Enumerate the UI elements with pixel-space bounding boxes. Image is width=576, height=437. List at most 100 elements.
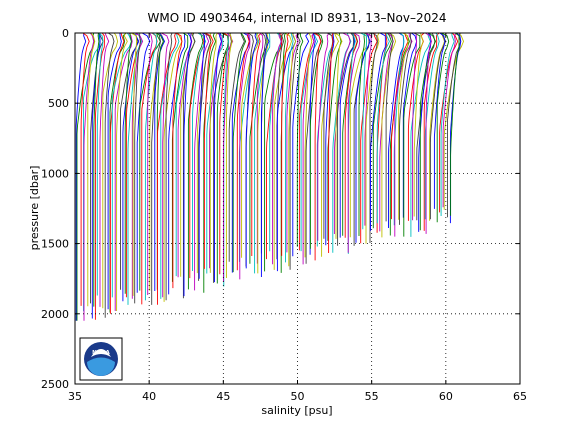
profile-line bbox=[269, 33, 282, 252]
profile-line bbox=[156, 33, 164, 290]
profile-line bbox=[332, 33, 352, 253]
profile-line bbox=[347, 33, 361, 253]
profile-line bbox=[328, 33, 334, 253]
profile-line bbox=[260, 33, 270, 277]
profile-line bbox=[364, 33, 372, 226]
profile-line bbox=[223, 33, 234, 282]
profile-line bbox=[214, 33, 222, 283]
profile-line bbox=[183, 33, 192, 297]
logo-bird bbox=[91, 349, 111, 357]
profile-line bbox=[114, 33, 133, 311]
profile-line bbox=[168, 33, 186, 295]
profile-line bbox=[372, 33, 392, 229]
profile-line bbox=[334, 33, 343, 239]
profile-line bbox=[376, 33, 390, 224]
profile-line bbox=[157, 33, 177, 305]
profile-line bbox=[75, 33, 87, 321]
axes: 35 40 45 50 55 60 65 0 500 1000 1500 2000 2500 bbox=[41, 27, 527, 403]
profile-line bbox=[251, 33, 262, 256]
profile-line bbox=[425, 33, 432, 234]
y-tick-label: 1500 bbox=[41, 238, 69, 251]
profile-line bbox=[391, 33, 409, 220]
profile-line bbox=[93, 33, 100, 307]
profile-line bbox=[403, 33, 421, 237]
profile-line bbox=[309, 33, 324, 249]
profile-line bbox=[96, 33, 104, 296]
profile-line bbox=[139, 33, 161, 291]
profile-line bbox=[192, 33, 207, 271]
profile-line bbox=[116, 33, 128, 311]
profile-line bbox=[144, 33, 158, 301]
profile-line bbox=[257, 33, 269, 274]
profile-line bbox=[124, 33, 132, 294]
profile-line bbox=[172, 33, 183, 289]
profile-line bbox=[225, 33, 233, 278]
profile-line bbox=[187, 33, 204, 290]
profile-line bbox=[288, 33, 297, 267]
profile-line bbox=[302, 33, 315, 265]
profile-line bbox=[194, 33, 210, 291]
profile-line bbox=[286, 33, 299, 253]
profile-line bbox=[241, 33, 259, 258]
logo-wave bbox=[87, 357, 115, 376]
profile-line bbox=[104, 33, 115, 318]
profile-line bbox=[256, 33, 264, 264]
y-tick-label: 2000 bbox=[41, 308, 69, 321]
profile-line bbox=[206, 33, 224, 274]
y-axis-label: pressure [dbar] bbox=[28, 166, 41, 251]
profile-line bbox=[94, 33, 105, 320]
profile-line bbox=[107, 33, 122, 310]
profile-line bbox=[419, 33, 437, 231]
profile-line bbox=[266, 33, 283, 260]
profile-line bbox=[399, 33, 412, 225]
profile-line bbox=[127, 33, 142, 305]
profile-line bbox=[289, 33, 301, 270]
profile-line bbox=[358, 33, 366, 236]
profile-line bbox=[360, 33, 378, 244]
profile-line bbox=[160, 33, 180, 299]
profile-line bbox=[440, 33, 455, 216]
profile-line bbox=[254, 33, 271, 274]
profile-line bbox=[369, 33, 378, 243]
x-tick-label: 45 bbox=[216, 390, 230, 403]
logo-text: NOAA bbox=[92, 350, 110, 356]
profile-line bbox=[304, 33, 313, 258]
profile-line bbox=[232, 33, 247, 273]
profile-line bbox=[429, 33, 445, 221]
profile-line bbox=[381, 33, 397, 238]
profile-line bbox=[154, 33, 166, 291]
profile-line bbox=[413, 33, 424, 217]
profile-line bbox=[365, 33, 380, 244]
profile-line bbox=[245, 33, 258, 269]
profile-line bbox=[429, 33, 447, 220]
profile-line bbox=[203, 33, 217, 293]
profile-line bbox=[249, 33, 268, 264]
profile-line bbox=[99, 33, 110, 307]
profile-line bbox=[388, 33, 405, 228]
profile-line bbox=[450, 33, 460, 216]
noaa-logo: NOAA bbox=[79, 337, 123, 381]
profile-line bbox=[109, 33, 125, 314]
profile-line bbox=[83, 33, 95, 321]
x-tick-label: 35 bbox=[68, 390, 82, 403]
y-tick-label: 500 bbox=[48, 97, 69, 110]
profile-line bbox=[196, 33, 212, 274]
profile-line bbox=[385, 33, 394, 222]
profile-line bbox=[109, 33, 127, 313]
chart-title: WMO ID 4903464, internal ID 8931, 13–Nov… bbox=[148, 11, 447, 25]
profile-line bbox=[285, 33, 294, 263]
profile-line bbox=[228, 33, 245, 262]
profile-line bbox=[151, 33, 161, 305]
profile-line bbox=[379, 33, 394, 232]
profile-line bbox=[209, 33, 218, 273]
profile-line bbox=[239, 33, 251, 280]
x-axis-label: salinity [psu] bbox=[261, 404, 332, 417]
profile-line bbox=[339, 33, 355, 238]
profile-line bbox=[130, 33, 138, 296]
profile-line bbox=[136, 33, 151, 293]
profile-line bbox=[87, 33, 96, 307]
profile-line bbox=[412, 33, 418, 221]
profile-line bbox=[402, 33, 418, 218]
profile-line bbox=[171, 33, 189, 282]
